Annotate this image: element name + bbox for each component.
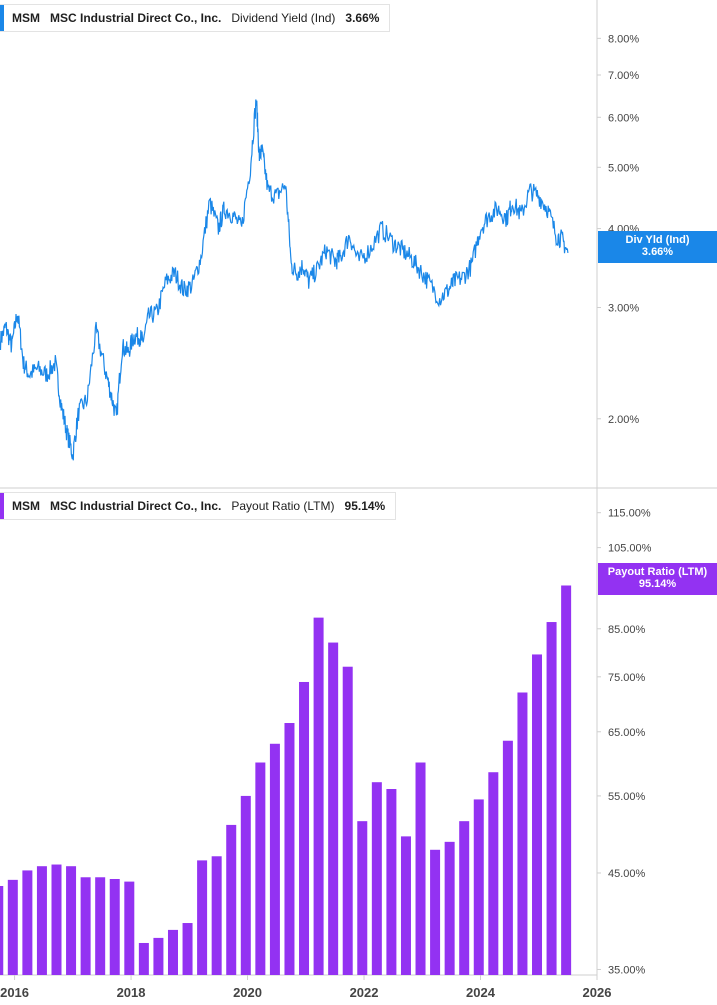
payout-bar: [138, 942, 149, 975]
payout-bar: [444, 841, 455, 975]
dividend-yield-line: [0, 99, 569, 461]
payout-legend-ticker: MSM: [12, 499, 40, 513]
payout-bar: [517, 692, 528, 975]
yield-y-tick-label: 2.00%: [608, 414, 639, 426]
yield-legend-company: MSC Industrial Direct Co., Inc.: [50, 11, 222, 25]
payout-y-tick-label: 45.00%: [608, 868, 646, 880]
payout-bar: [415, 762, 426, 975]
payout-bar: [430, 849, 441, 975]
payout-y-tick-label: 115.00%: [608, 508, 651, 520]
payout-y-tick-label: 65.00%: [608, 727, 646, 739]
payout-bar: [371, 782, 382, 975]
payout-value-tag: Payout Ratio (LTM) 95.14%: [598, 563, 717, 595]
yield-y-tick-label: 6.00%: [608, 112, 639, 124]
payout-legend-value: 95.14%: [344, 499, 386, 513]
yield-legend-ticker: MSM: [12, 11, 40, 25]
payout-bar: [95, 877, 106, 975]
payout-tag-value: 95.14%: [638, 578, 677, 590]
payout-bar: [226, 824, 237, 975]
payout-bar: [51, 864, 62, 975]
payout-bar: [459, 821, 470, 975]
yield-y-tick-label: 8.00%: [608, 33, 639, 45]
yield-value-tag: Div Yld (Ind) 3.66%: [598, 231, 717, 263]
payout-bars: [0, 585, 572, 975]
x-tick-label: 2022: [350, 985, 379, 1000]
yield-y-tick-label: 3.00%: [608, 303, 639, 315]
payout-bar: [153, 937, 164, 975]
payout-legend: MSM MSC Industrial Direct Co., Inc. Payo…: [0, 492, 397, 520]
payout-y-ticks: 115.00% 105.00% 85.00% 75.00% 65.00% 55.00% 45…: [597, 508, 652, 976]
payout-bar: [561, 585, 572, 975]
payout-bar: [400, 836, 411, 975]
payout-bar: [502, 740, 513, 975]
x-tick-label: 2026: [583, 985, 612, 1000]
payout-legend-company: MSC Industrial Direct Co., Inc.: [50, 499, 222, 513]
yield-legend-swatch: [0, 5, 4, 31]
x-axis-ticks: 2016 2018 2020 2022 2024 2026: [0, 975, 611, 1000]
payout-legend-swatch: [0, 493, 4, 519]
x-tick-label: 2018: [117, 985, 146, 1000]
yield-legend: MSM MSC Industrial Direct Co., Inc. Divi…: [0, 4, 391, 32]
payout-bar: [284, 723, 295, 975]
payout-bar: [328, 642, 339, 975]
payout-bar: [269, 743, 280, 975]
payout-bar: [7, 879, 18, 975]
payout-bar: [342, 666, 353, 975]
payout-bar: [66, 866, 77, 975]
payout-tag-label: Payout Ratio (LTM): [607, 566, 708, 578]
payout-bar: [211, 856, 222, 975]
payout-y-tick-label: 105.00%: [608, 543, 652, 555]
yield-tag-label: Div Yld (Ind): [625, 234, 690, 246]
payout-bar: [313, 617, 324, 975]
payout-y-tick-label: 55.00%: [608, 791, 646, 803]
payout-y-tick-label: 75.00%: [608, 672, 646, 684]
yield-y-ticks: 8.00%7.00%6.00%5.00%4.00%3.00%2.00%: [597, 33, 639, 426]
payout-bar: [546, 622, 557, 975]
payout-bar: [109, 878, 120, 975]
x-tick-label: 2020: [233, 985, 262, 1000]
payout-bar: [488, 772, 499, 975]
x-tick-label: 2024: [466, 985, 496, 1000]
payout-bar: [197, 860, 208, 975]
payout-bar: [473, 799, 484, 975]
yield-y-tick-label: 5.00%: [608, 162, 639, 174]
payout-bar: [532, 654, 543, 975]
x-tick-label: 2016: [0, 985, 29, 1000]
yield-legend-metric: Dividend Yield (Ind): [231, 11, 336, 25]
payout-bar: [124, 881, 135, 975]
payout-legend-metric: Payout Ratio (LTM): [231, 499, 335, 513]
payout-bar: [182, 923, 193, 975]
payout-bar: [22, 870, 33, 975]
payout-y-tick-label: 85.00%: [608, 624, 646, 636]
payout-bar: [386, 788, 397, 975]
payout-bar: [80, 877, 91, 975]
yield-y-tick-label: 7.00%: [608, 70, 639, 82]
yield-legend-value: 3.66%: [345, 11, 380, 25]
payout-bar: [357, 821, 368, 975]
payout-bar: [36, 866, 47, 975]
payout-bar: [240, 795, 251, 975]
payout-y-tick-label: 35.00%: [608, 964, 646, 976]
yield-tag-value: 3.66%: [641, 246, 674, 258]
payout-bar: [299, 681, 310, 975]
payout-bar: [255, 762, 266, 975]
payout-bar: [0, 885, 4, 975]
payout-bar: [167, 929, 178, 975]
